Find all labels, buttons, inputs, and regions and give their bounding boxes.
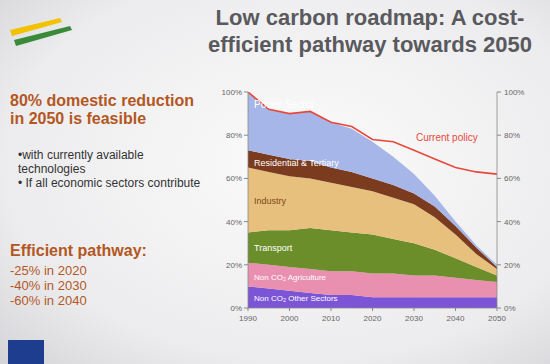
y2-tick-label: 100% xyxy=(504,88,524,97)
y2-tick-label: 20% xyxy=(504,261,520,270)
x-tick xyxy=(414,308,415,311)
y-tick xyxy=(244,178,248,179)
axes xyxy=(244,92,501,311)
series-label: Industry xyxy=(254,196,287,206)
y2-tick xyxy=(497,308,501,309)
logo-stripe xyxy=(14,26,72,46)
x-tick xyxy=(455,308,456,311)
annotation: 80% domestic reduction in 2050 is feasib… xyxy=(10,92,210,128)
series-label: Current policy xyxy=(416,132,478,143)
chart: 0% 20% 40% 60% 80% 100% 0% 20% 40% 60% 80% 100% 1990… xyxy=(0,0,550,364)
x-tick-label: 2020 xyxy=(364,314,382,323)
y-tick-label: 80% xyxy=(226,131,242,140)
y2-tick xyxy=(497,135,501,136)
y2-axis-line xyxy=(497,92,498,308)
y2-tick-label: 40% xyxy=(504,218,520,227)
x-tick-label: 1990 xyxy=(239,314,257,323)
y2-tick xyxy=(497,264,501,265)
x-tick-label: 2040 xyxy=(447,314,465,323)
y-tick xyxy=(244,92,248,93)
title: Low carbon roadmap: A cost-efficient pat… xyxy=(205,4,535,58)
x-tick xyxy=(372,308,373,311)
y-tick xyxy=(244,135,248,136)
series-label: Non CO₂ Agriculture xyxy=(254,273,327,282)
x-tick xyxy=(331,308,332,311)
x-tick-label: 2010 xyxy=(322,314,340,323)
y-tick-label: 100% xyxy=(222,88,242,97)
y-tick xyxy=(244,221,248,222)
y-tick-label: 20% xyxy=(226,261,242,270)
flag xyxy=(8,340,44,364)
series-labels: Non CO₂ Other Sectors Non CO₂ Agriculture… xyxy=(254,99,478,303)
area xyxy=(248,92,497,267)
x-tick-label: 2030 xyxy=(405,314,423,323)
x-tick xyxy=(497,308,498,311)
y-tick-label: 0% xyxy=(230,304,242,313)
x-tick-label: 2000 xyxy=(281,314,299,323)
y-tick xyxy=(244,264,248,265)
logo xyxy=(10,18,72,46)
x-tick xyxy=(289,308,290,311)
series-label: Non CO₂ Other Sectors xyxy=(254,294,338,303)
annotation: • If all economic sectors contribute xyxy=(18,176,208,190)
y2-tick-label: 80% xyxy=(504,131,520,140)
y2-tick xyxy=(497,221,501,222)
plot-area xyxy=(248,92,497,308)
annotation: -40% in 2030 xyxy=(10,278,210,293)
y2-tick-label: 0% xyxy=(504,304,516,313)
y2-tick xyxy=(497,178,501,179)
annotation: -60% in 2040 xyxy=(10,293,210,308)
y-axis-line xyxy=(248,92,249,308)
y-tick-label: 40% xyxy=(226,218,242,227)
y-tick-label: 60% xyxy=(226,174,242,183)
series-label: Power Sector xyxy=(254,99,315,110)
y2-tick-label: 60% xyxy=(504,174,520,183)
series-label: Transport xyxy=(254,243,293,253)
annotation: -25% in 2020 xyxy=(10,263,210,278)
x-tick xyxy=(248,308,249,311)
annotation: •with currently available technologies xyxy=(18,148,208,176)
annotation: Efficient pathway: xyxy=(10,242,210,260)
x-tick-label: 2050 xyxy=(488,314,506,323)
y-tick xyxy=(244,308,248,309)
y2-tick xyxy=(497,92,501,93)
series-label: Residential & Tertiary xyxy=(254,158,339,168)
line xyxy=(248,92,497,174)
